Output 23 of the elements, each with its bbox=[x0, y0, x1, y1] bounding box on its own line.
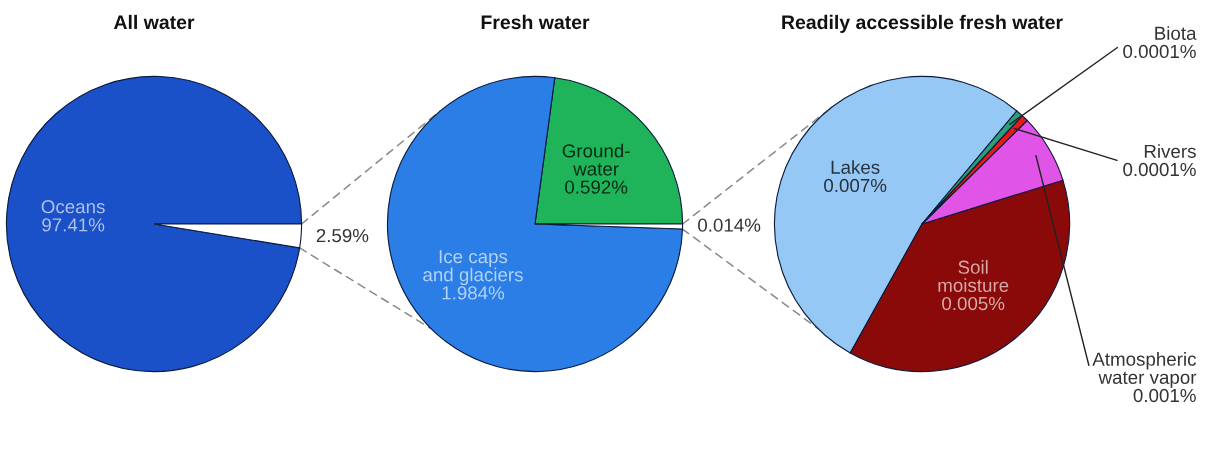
slice-label: Lakes bbox=[831, 160, 880, 174]
data-label: 0.592% bbox=[565, 180, 628, 194]
slice-label: Oceans bbox=[41, 200, 105, 214]
chart-title: Fresh water bbox=[481, 14, 590, 30]
data-label: 0.007% bbox=[824, 178, 887, 193]
slice-label: Ice caps and glaciers bbox=[423, 250, 523, 286]
slice-label: Atmospheric water vapor bbox=[1092, 352, 1197, 388]
pie-slice bbox=[5, 75, 303, 373]
chart-title: All water bbox=[113, 14, 195, 30]
data-label: 2.59% bbox=[316, 228, 369, 243]
data-label: 0.005% bbox=[942, 296, 1005, 311]
slice-label: Biota bbox=[1155, 26, 1197, 40]
pie-slice bbox=[386, 75, 684, 373]
slice-label: Ground- water bbox=[562, 143, 630, 176]
data-label: 1.984% bbox=[442, 286, 505, 300]
data-label: 97.41% bbox=[42, 218, 105, 232]
data-label: 0.0001% bbox=[1123, 162, 1196, 177]
slice-label: Soil moisture bbox=[938, 260, 1009, 293]
chart-title: Readily accessible fresh water bbox=[782, 14, 1063, 33]
data-label: 0.0001% bbox=[1123, 44, 1196, 59]
slice-label: Rivers bbox=[1144, 144, 1196, 158]
data-label: 0.014% bbox=[698, 218, 761, 232]
data-label: 0.001% bbox=[1133, 388, 1196, 403]
